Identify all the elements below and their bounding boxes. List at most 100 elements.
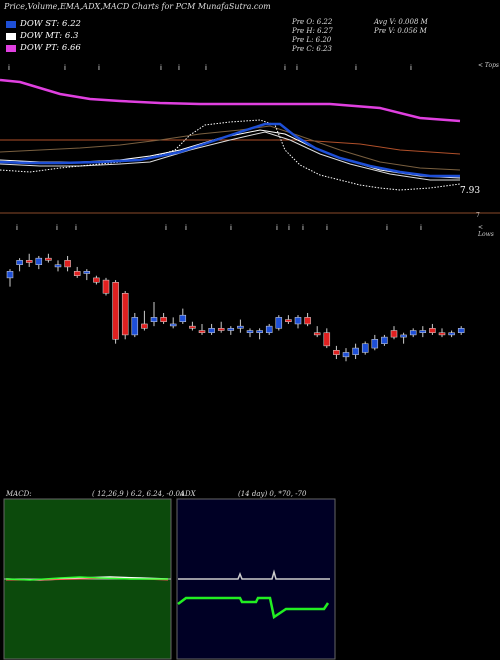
adx-panel <box>176 498 336 660</box>
low-marker: ⅰ <box>326 224 328 232</box>
prev-close: Pre C: 6.23 <box>292 45 332 53</box>
candle-body <box>25 260 33 263</box>
candle-body <box>419 330 427 333</box>
candle-body <box>333 350 340 355</box>
candle-body <box>313 332 321 336</box>
top-marker: ⅰ <box>410 64 412 72</box>
top-marker: ⅰ <box>205 64 207 72</box>
candle-body <box>237 325 244 329</box>
candle-body <box>189 325 196 329</box>
candle-body <box>227 328 235 331</box>
candle-body <box>6 271 14 279</box>
top-marker: ⅰ <box>296 64 298 72</box>
candle-body <box>131 317 139 336</box>
dow-st-swatch <box>6 20 16 28</box>
top-marker: ⅰ <box>98 64 100 72</box>
candle-body <box>54 264 62 268</box>
brown-moving-average-line <box>0 125 461 171</box>
candle-body <box>198 330 206 333</box>
legend-dow-st: DOW ST: 6.22 <box>6 18 81 30</box>
candle-body <box>246 330 254 333</box>
candle-body <box>352 347 359 355</box>
candle-body <box>448 332 455 336</box>
top-marker: ⅰ <box>284 64 286 72</box>
candle-body <box>208 328 215 333</box>
prev-high: Pre H: 6.27 <box>292 27 333 35</box>
candle-body <box>438 332 446 336</box>
top-marker: ⅰ <box>8 64 10 72</box>
candle-body <box>342 352 350 358</box>
candle-body <box>217 328 225 331</box>
candle-body <box>304 317 311 325</box>
macd-label: MACD: <box>6 490 32 498</box>
low-marker: ⅰ <box>56 224 58 232</box>
candle-body <box>294 317 302 325</box>
low-marker: ⅰ <box>386 224 388 232</box>
candle-body <box>93 277 100 283</box>
prev-open: Pre O: 6.22 <box>292 18 333 26</box>
legend-dow-st-label: DOW ST: 6.22 <box>20 19 81 29</box>
candle-body <box>323 332 331 347</box>
candlestick-series <box>6 253 465 362</box>
candle-body <box>83 271 91 274</box>
candle-body <box>121 292 129 336</box>
tops-markers: ⅰ ⅰ ⅰ ⅰ ⅰ ⅰ ⅰ ⅰ ⅰ ⅰ <box>8 64 412 72</box>
dow-mt-swatch <box>6 32 16 40</box>
candle-body <box>45 257 52 261</box>
candle-body <box>179 314 187 323</box>
candle-body <box>275 317 283 329</box>
seven-label: 7 <box>476 212 480 219</box>
lows-markers: ⅰ ⅰ ⅰ ⅰ ⅰ ⅰ ⅰ ⅰ ⅰ ⅰ ⅰ ⅰ <box>16 224 422 232</box>
prev-volume: Pre V: 0.056 M <box>374 27 427 35</box>
adx-label: ADX <box>180 490 196 498</box>
macd-params: ( 12,26,9 ) 6.2, 6.24, -0.04 <box>92 490 185 498</box>
low-marker: ⅰ <box>420 224 422 232</box>
candle-body <box>35 257 43 265</box>
blue-dow-st-line <box>0 122 460 178</box>
low-marker: ⅰ <box>288 224 290 232</box>
legend-dow-mt-label: DOW MT: 6.3 <box>20 31 79 41</box>
dow-pt-swatch <box>6 44 16 52</box>
candle-body <box>169 323 177 327</box>
candle-body <box>160 317 167 323</box>
legend-dow-mt: DOW MT: 6.3 <box>6 30 78 42</box>
candle-body <box>381 336 388 344</box>
magenta-dow-pt-line <box>0 78 461 123</box>
low-marker: ⅰ <box>165 224 167 232</box>
low-marker: ⅰ <box>185 224 187 232</box>
orange-moving-average-line <box>0 139 461 155</box>
top-marker: ⅰ <box>160 64 162 72</box>
last-price-label: 7.93 <box>460 186 481 196</box>
candle-body <box>390 330 398 338</box>
candle-body <box>150 317 158 323</box>
tops-label: < Tops <box>478 62 500 69</box>
low-marker: ⅰ <box>75 224 77 232</box>
macd-histogram <box>5 576 168 581</box>
macd-panel <box>3 498 172 660</box>
lows-label: < Lows <box>478 224 494 238</box>
candle-body <box>409 330 417 336</box>
candle-body <box>102 279 110 294</box>
low-marker: ⅰ <box>230 224 232 232</box>
candle-body <box>112 282 119 340</box>
low-marker: ⅰ <box>302 224 304 232</box>
candle-body <box>256 330 263 333</box>
low-marker: ⅰ <box>16 224 18 232</box>
adx-params: (14 day) 0, *70, -70 <box>238 490 307 498</box>
candle-body <box>361 343 369 353</box>
top-marker: ⅰ <box>64 64 66 72</box>
chart-title: Price,Volume,EMA,ADX,MACD Charts for PCM… <box>4 2 271 11</box>
candle-body <box>73 271 81 276</box>
legend-dow-pt: DOW PT: 6.66 <box>6 42 81 54</box>
candle-body <box>457 328 465 333</box>
ema-panel: ⅰ ⅰ ⅰ ⅰ ⅰ ⅰ ⅰ ⅰ ⅰ ⅰ ⅰ ⅰ ⅰ ⅰ ⅰ ⅰ ⅰ ⅰ ⅰ ⅰ ⅰ ⅰ <box>0 64 500 232</box>
candle-body <box>285 319 292 323</box>
prev-low: Pre L: 6.20 <box>292 36 332 44</box>
candle-body <box>16 260 23 265</box>
adx-line <box>178 569 330 580</box>
avg-volume: Avg V: 0.008 M <box>374 18 428 26</box>
candle-body <box>141 323 148 329</box>
adx-di-line <box>177 596 330 620</box>
top-marker: ⅰ <box>178 64 180 72</box>
